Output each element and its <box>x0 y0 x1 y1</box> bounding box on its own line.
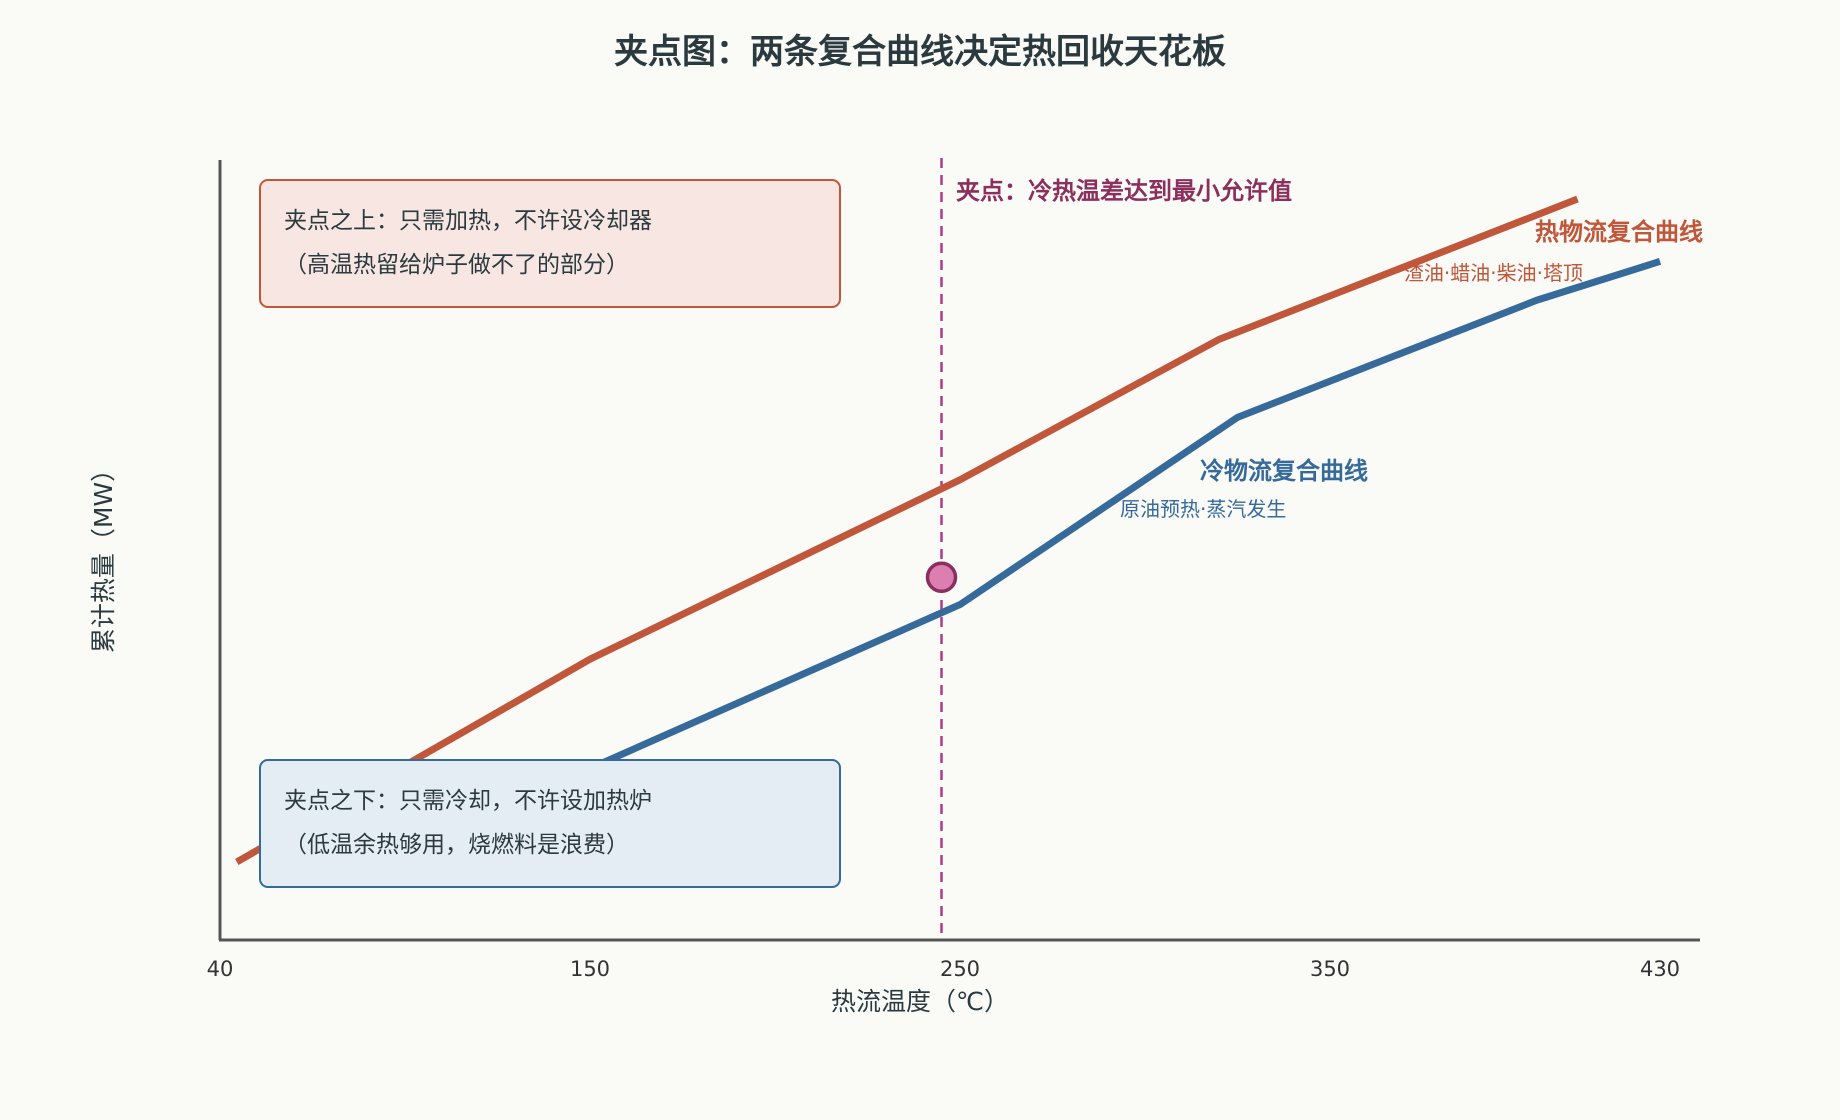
hot-composite-curve <box>235 195 1579 866</box>
hot-curve-sublabel: 渣油·蜡油·柴油·塔顶 <box>1404 261 1583 285</box>
x-tick-150: 150 <box>570 957 610 981</box>
pinch-point <box>925 561 958 594</box>
y-axis-label: 累计热量（MW） <box>89 457 118 653</box>
below-pinch-box <box>259 759 841 888</box>
x-tick-430: 430 <box>1640 957 1680 981</box>
above-pinch-box <box>259 179 841 308</box>
cold-curve-sublabel: 原油预热·蒸汽发生 <box>1120 497 1286 521</box>
above-pinch-line1: 夹点之上：只需加热，不许设冷却器 <box>284 208 652 234</box>
pinch-label: 夹点：冷热温差达到最小允许值 <box>956 177 1292 205</box>
cold-curve-label: 冷物流复合曲线 <box>1200 457 1368 485</box>
below-pinch-line2: （低温余热够用，烧燃料是浪费） <box>284 832 629 858</box>
x-tick-40: 40 <box>207 957 234 981</box>
chart-title: 夹点图：两条复合曲线决定热回收天花板 <box>614 32 1226 72</box>
x-tick-350: 350 <box>1310 957 1350 981</box>
below-pinch-line1: 夹点之下：只需冷却，不许设加热炉 <box>284 788 652 814</box>
x-axis-label: 热流温度（℃） <box>831 987 1009 1016</box>
above-pinch-line2: （高温热留给炉子做不了的部分） <box>284 252 629 278</box>
x-tick-250: 250 <box>940 957 980 981</box>
cold-composite-curve <box>588 258 1662 772</box>
composite-curves <box>235 195 1662 866</box>
x-tick-labels: 40 150 250 350 430 <box>207 957 1680 981</box>
hot-curve-label: 热物流复合曲线 <box>1535 218 1703 246</box>
